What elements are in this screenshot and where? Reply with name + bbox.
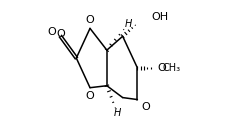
Text: CH₃: CH₃ xyxy=(163,63,181,73)
Text: O: O xyxy=(157,63,166,73)
Text: H: H xyxy=(114,108,121,118)
Text: O: O xyxy=(142,102,150,112)
Text: H: H xyxy=(124,19,132,29)
Text: O: O xyxy=(48,27,56,37)
Text: O: O xyxy=(86,91,94,101)
Text: OH: OH xyxy=(152,11,169,21)
Text: O: O xyxy=(86,15,94,25)
Text: O: O xyxy=(57,29,65,39)
